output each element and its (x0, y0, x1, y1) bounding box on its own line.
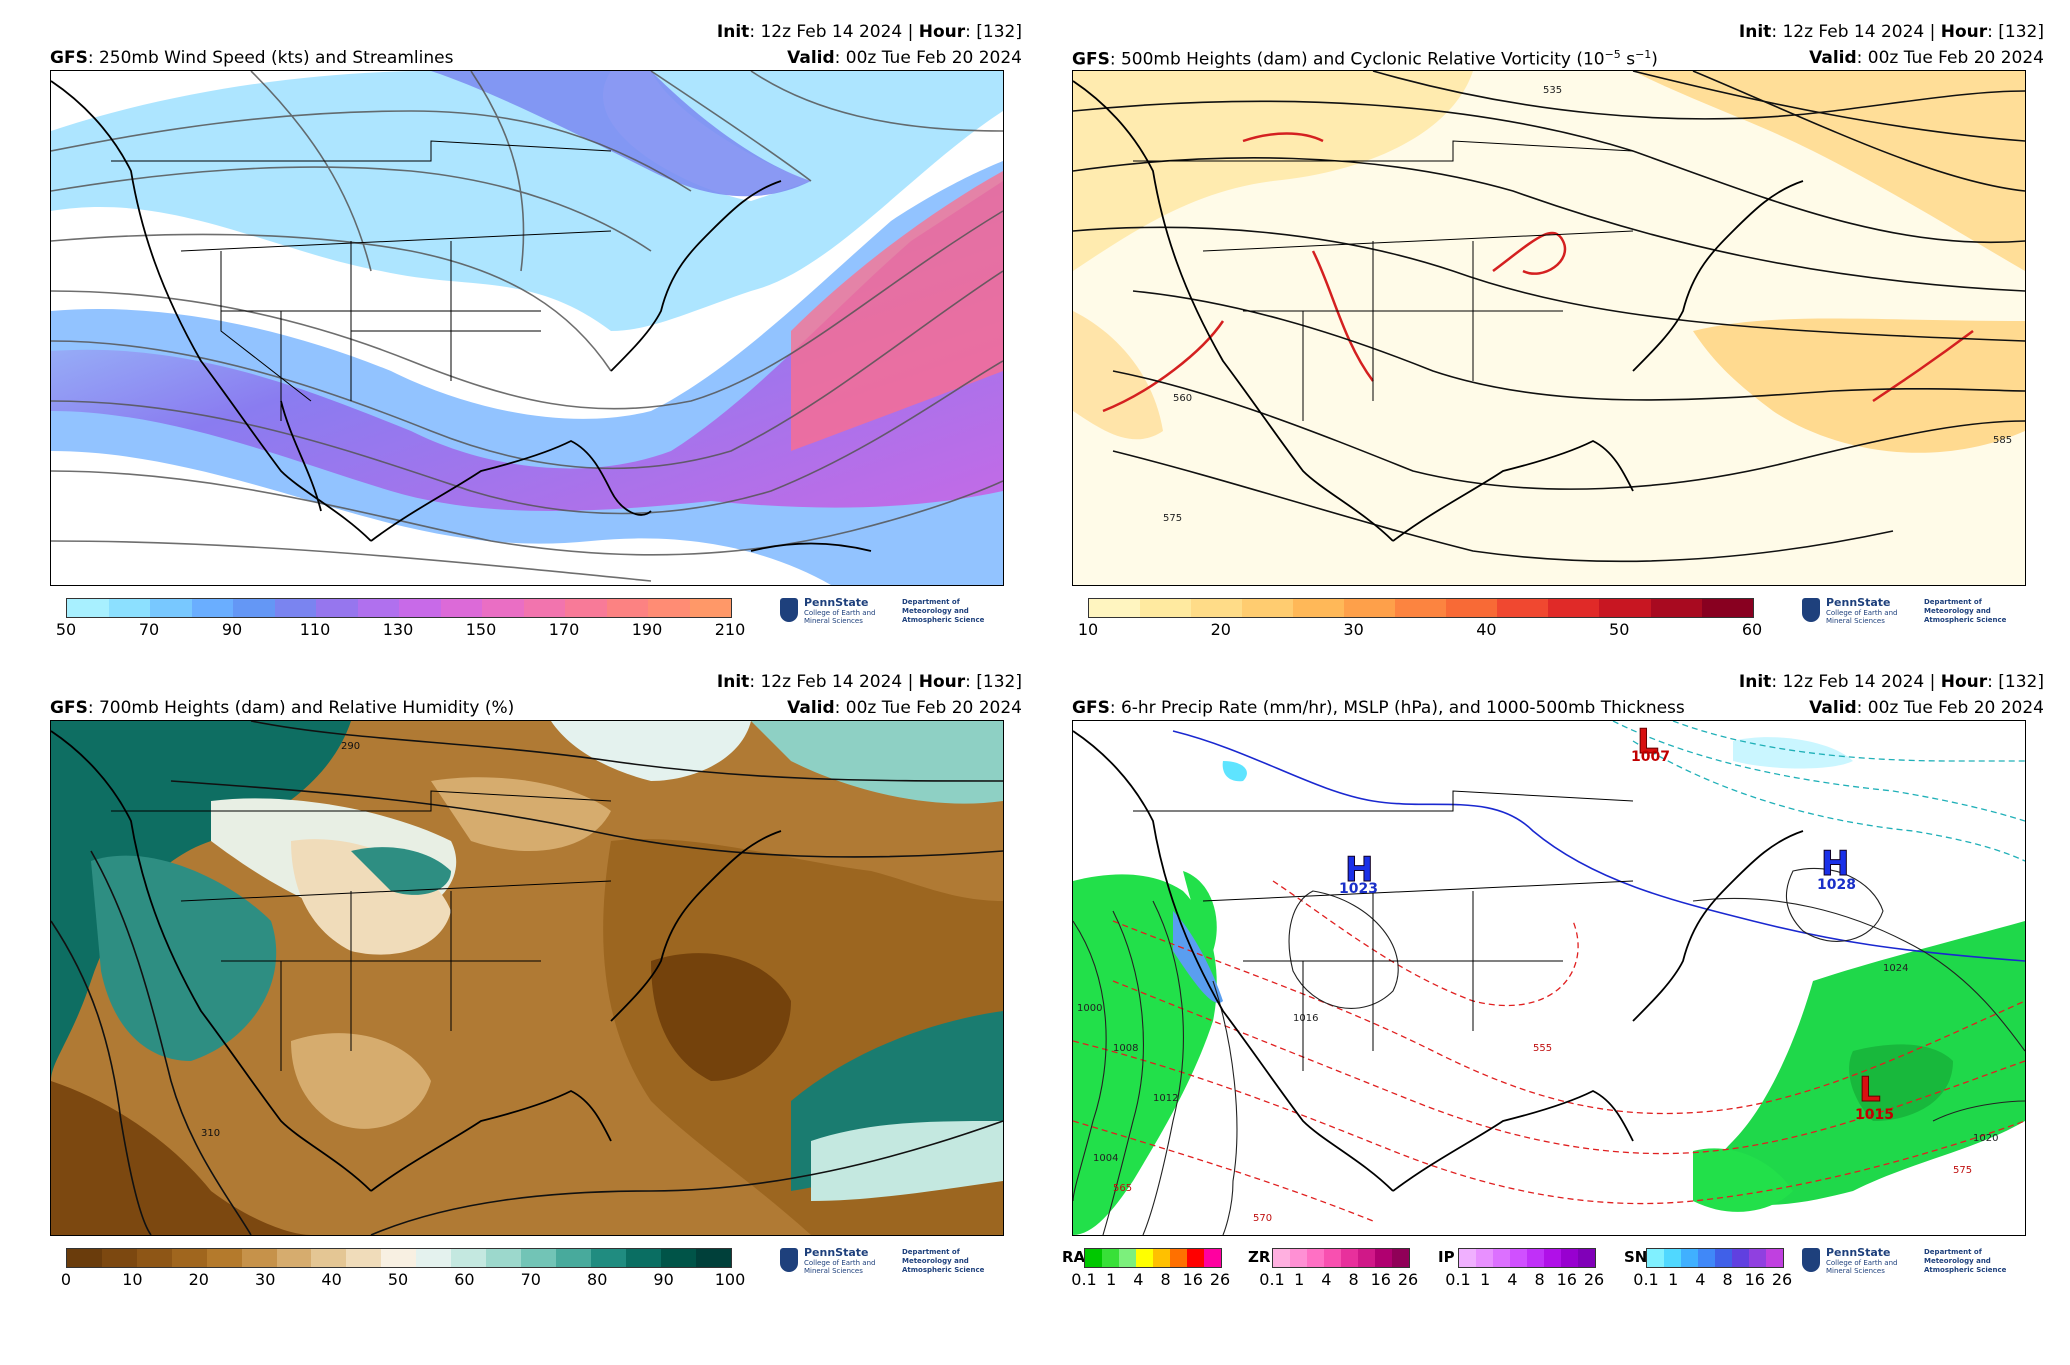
valid-line: Valid: 00z Tue Feb 20 2024 (1809, 48, 2044, 68)
precip-map: 1008 1012 1016 1020 1024 1004 1000 555 5… (1072, 720, 2026, 1236)
contour-label: 290 (341, 741, 360, 752)
tick-label: 90 (221, 620, 243, 639)
isobar-label: 1000 (1077, 1003, 1102, 1014)
contour-label: 535 (1543, 85, 1562, 96)
ice-pellets-label: IP (1438, 1248, 1455, 1266)
valid-line: Valid: 00z Tue Feb 20 2024 (787, 48, 1022, 68)
thickness-label: 555 (1533, 1043, 1552, 1054)
init-line: Init: 12z Feb 14 2024 | Hour: [132] (1738, 672, 2044, 692)
tick-label: 30 (1343, 620, 1364, 639)
rain-colorbar (1084, 1248, 1222, 1268)
pennstate-logo: PennState College of Earth and Mineral S… (1802, 1246, 2032, 1282)
init-line: Init: 12z Feb 14 2024 | Hour: [132] (1738, 22, 2044, 42)
valid-line: Valid: 00z Tue Feb 20 2024 (787, 698, 1022, 718)
shield-icon (1802, 1248, 1820, 1272)
tick-label: 0 (60, 1270, 72, 1289)
shield-icon (780, 1248, 798, 1272)
tick-label: 10 (122, 1270, 143, 1289)
pennstate-logo: PennState College of Earth and Mineral S… (780, 596, 1010, 632)
panel-title: GFS: 700mb Heights (dam) and Relative Hu… (50, 698, 515, 718)
tick-label: 190 (631, 620, 663, 639)
tick-label: 60 (1741, 620, 1763, 639)
shield-icon (1802, 598, 1820, 622)
init-line: Init: 12z Feb 14 2024 | Hour: [132] (716, 22, 1022, 42)
contour-label: 575 (1163, 513, 1182, 524)
rain-label: RA (1062, 1248, 1086, 1266)
tick-label: 70 (138, 620, 160, 639)
tick-label: 100 (714, 1270, 746, 1289)
contour-label: 560 (1173, 393, 1192, 404)
panel-250mb-wind: Init: 12z Feb 14 2024 | Hour: [132] GFS:… (50, 0, 1050, 640)
panel-title: GFS: 6-hr Precip Rate (mm/hr), MSLP (hPa… (1072, 698, 1685, 718)
panel-title: GFS: 250mb Wind Speed (kts) and Streamli… (50, 48, 454, 68)
panel-500mb-vorticity: Init: 12z Feb 14 2024 | Hour: [132] GFS:… (1072, 0, 2070, 640)
isobar-label: 1008 (1113, 1043, 1138, 1054)
thickness-label: 575 (1953, 1165, 1972, 1176)
high-pressure-marker: H (1345, 850, 1373, 890)
snow-colorbar (1646, 1248, 1784, 1268)
freezing-rain-label: ZR (1248, 1248, 1271, 1266)
panel-700mb-rh: Init: 12z Feb 14 2024 | Hour: [132] GFS:… (50, 650, 1050, 1290)
wind-colorbar (66, 598, 732, 618)
tick-label: 20 (188, 1270, 209, 1289)
vorticity-map: 535 560 575 585 (1072, 70, 2026, 586)
wind-map (50, 70, 1004, 586)
tick-label: 40 (321, 1270, 342, 1289)
pennstate-logo: PennState College of Earth and Mineral S… (1802, 596, 2032, 632)
valid-line: Valid: 00z Tue Feb 20 2024 (1809, 698, 2044, 718)
high-pressure-marker: H (1821, 844, 1849, 884)
contour-label: 585 (1993, 435, 2012, 446)
tick-label: 40 (1476, 620, 1497, 639)
low-pressure-marker: L (1859, 1070, 1881, 1110)
isobar-label: 1012 (1153, 1093, 1178, 1104)
contour-label: 310 (201, 1128, 220, 1139)
snow-label: SN (1624, 1248, 1648, 1266)
tick-label: 60 (454, 1270, 475, 1289)
humidity-map: 290 310 (50, 720, 1004, 1236)
tick-label: 50 (55, 620, 77, 639)
ice-pellets-colorbar (1458, 1248, 1596, 1268)
tick-label: 50 (1609, 620, 1630, 639)
isobar-label: 1016 (1293, 1013, 1318, 1024)
isobar-label: 1024 (1883, 963, 1908, 974)
shield-icon (780, 598, 798, 622)
tick-label: 70 (520, 1270, 541, 1289)
tick-label: 110 (299, 620, 331, 639)
panel-title: GFS: 500mb Heights (dam) and Cyclonic Re… (1072, 48, 1658, 70)
tick-label: 50 (387, 1270, 409, 1289)
pressure-value: 1023 (1339, 881, 1378, 897)
tick-label: 130 (382, 620, 414, 639)
tick-label: 90 (653, 1270, 674, 1289)
vorticity-colorbar (1088, 598, 1754, 618)
humidity-colorbar (66, 1248, 732, 1268)
tick-label: 150 (465, 620, 497, 639)
panel-precip-mslp: Init: 12z Feb 14 2024 | Hour: [132] GFS:… (1062, 672, 2044, 1289)
tick-label: 80 (587, 1270, 608, 1289)
pressure-value: 1028 (1817, 877, 1856, 893)
tick-label: 10 (1077, 620, 1099, 639)
pennstate-logo: PennState College of Earth and Mineral S… (780, 1246, 1010, 1282)
thickness-label: 565 (1113, 1183, 1132, 1194)
tick-label: 210 (714, 620, 746, 639)
low-pressure-marker: L (1637, 722, 1659, 762)
pressure-value: 1007 (1631, 749, 1670, 765)
tick-label: 20 (1210, 620, 1231, 639)
tick-label: 170 (548, 620, 580, 639)
tick-label: 30 (255, 1270, 276, 1289)
pressure-value: 1015 (1855, 1107, 1894, 1123)
init-line: Init: 12z Feb 14 2024 | Hour: [132] (716, 672, 1022, 692)
isobar-label: 1020 (1973, 1133, 1998, 1144)
thickness-label: 570 (1253, 1213, 1272, 1224)
freezing-rain-colorbar (1272, 1248, 1410, 1268)
isobar-label: 1004 (1093, 1153, 1118, 1164)
